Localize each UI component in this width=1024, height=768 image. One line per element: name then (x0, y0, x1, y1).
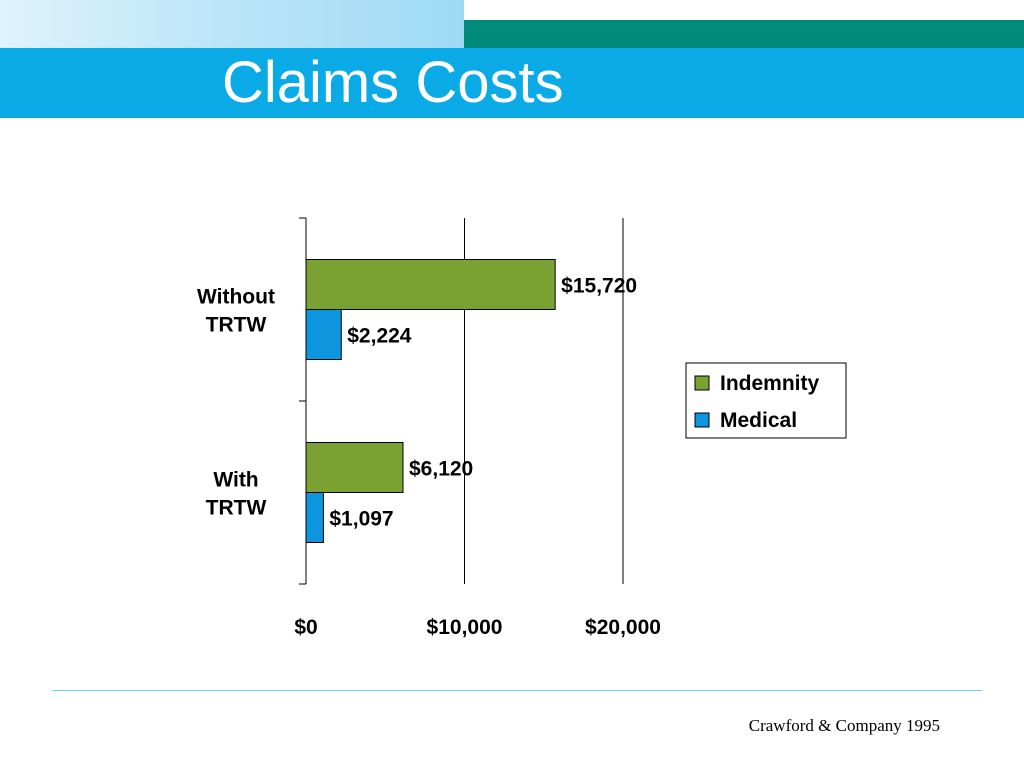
bar-indemnity-1 (305, 442, 404, 493)
legend-swatch-medical (694, 412, 710, 428)
x-tick-label-0: $0 (294, 616, 317, 639)
x-tick-label-2: $20,000 (585, 616, 661, 639)
category-label-0-line-0: Without (197, 286, 275, 309)
data-label-indemnity-1: $6,120 (409, 458, 473, 481)
data-label-indemnity-0: $15,720 (561, 275, 637, 298)
x-tick-label-1: $10,000 (427, 616, 503, 639)
data-label-medical-0: $2,224 (347, 325, 412, 348)
header-band (0, 48, 1024, 118)
legend-swatch-indemnity (694, 375, 710, 391)
page-title: Claims Costs (222, 50, 564, 115)
category-label-1-line-1: TRTW (206, 497, 267, 520)
category-label-0-line-1: TRTW (206, 314, 267, 337)
category-label-1-line-0: With (213, 469, 258, 492)
legend-label-medical: Medical (720, 409, 797, 432)
bar-medical-1 (305, 492, 324, 543)
footer-divider (52, 690, 982, 691)
legend-box (685, 362, 847, 439)
header-gradient-strip (0, 0, 464, 48)
footer-credit: Crawford & Company 1995 (748, 716, 940, 735)
data-label-medical-1: $1,097 (329, 508, 393, 531)
bar-medical-0 (305, 309, 342, 360)
bar-indemnity-0 (305, 259, 556, 310)
header-accent-bar (464, 20, 1024, 48)
legend-label-indemnity: Indemnity (720, 372, 819, 395)
